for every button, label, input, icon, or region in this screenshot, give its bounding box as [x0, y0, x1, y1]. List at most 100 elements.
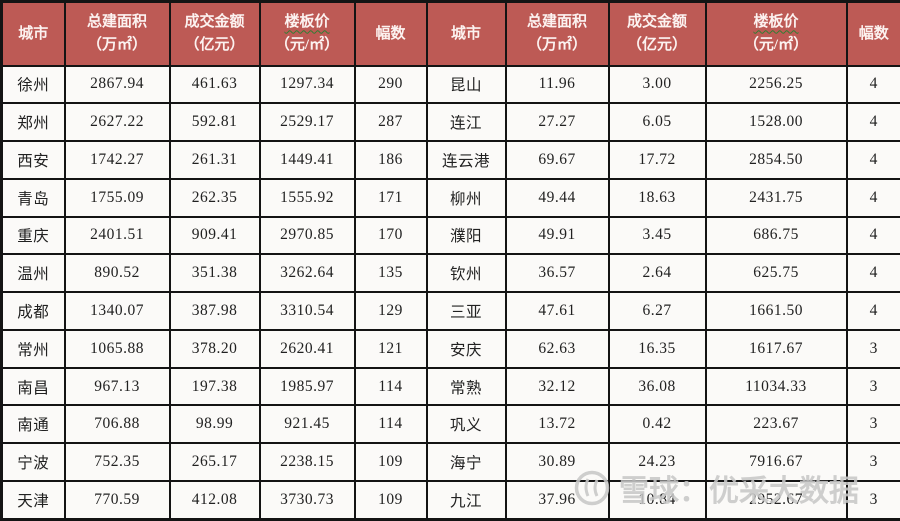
table-row: 徐州 2867.94 461.63 1297.34 290 昆山 11.96 3.00 2256…	[0, 64, 900, 105]
header-unit: （元/㎡）	[743, 36, 809, 53]
cell-area: 47.61	[504, 291, 610, 331]
cell-area: 1742.27	[63, 140, 171, 180]
cell-plots: 109	[353, 479, 428, 521]
cell-amount: 909.41	[168, 215, 261, 256]
header-label: 幅数	[375, 25, 406, 42]
cell-amount: 351.38	[168, 253, 261, 294]
cell-price: 2529.17	[258, 102, 356, 143]
cell-city: 安庆	[425, 328, 507, 369]
cell-amount: 461.63	[168, 64, 261, 105]
header-city-right: 城市	[425, 0, 507, 67]
cell-amount: 10.84	[607, 479, 707, 521]
cell-plots: 290	[353, 64, 428, 105]
table-row: 青岛 1755.09 262.35 1555.92 171 柳州 49.44 18.63 243…	[0, 177, 900, 218]
cell-amount: 3.45	[607, 215, 707, 256]
cell-city: 柳州	[425, 177, 507, 218]
cell-area: 13.72	[504, 404, 610, 445]
cell-price: 1617.67	[704, 328, 848, 369]
cell-plots: 3	[845, 328, 900, 369]
cell-area: 69.67	[504, 140, 610, 180]
cell-city: 南通	[0, 404, 66, 445]
cell-price: 223.67	[704, 404, 848, 445]
cell-price: 2854.50	[704, 140, 848, 180]
cell-amount: 36.08	[607, 366, 707, 407]
table-row: 郑州 2627.22 592.81 2529.17 287 连江 27.27 6.05 1528…	[0, 102, 900, 143]
cell-price: 11034.33	[704, 366, 848, 407]
cell-amount: 3.00	[607, 64, 707, 105]
header-label: 城市	[18, 25, 49, 42]
cell-city: 宁波	[0, 442, 66, 482]
cell-price: 625.75	[704, 253, 848, 294]
cell-amount: 412.08	[168, 479, 261, 521]
cell-plots: 4	[845, 215, 900, 256]
cell-area: 2401.51	[63, 215, 171, 256]
spellcheck-squiggle-text: 楼板价	[284, 14, 330, 31]
cell-plots: 4	[845, 291, 900, 331]
header-label: 楼板价	[708, 11, 845, 34]
cell-price: 1555.92	[258, 177, 356, 218]
header-label: 成交金额	[184, 14, 245, 31]
cell-area: 1340.07	[63, 291, 171, 331]
cell-city: 温州	[0, 253, 66, 294]
cell-price: 921.45	[258, 404, 356, 445]
cell-area: 890.52	[63, 253, 171, 294]
cell-amount: 16.35	[607, 328, 707, 369]
cell-city: 西安	[0, 140, 66, 180]
cell-city: 徐州	[0, 64, 66, 105]
cell-plots: 287	[353, 102, 428, 143]
header-plots-right: 幅数	[845, 0, 900, 67]
cell-plots: 4	[845, 177, 900, 218]
cell-plots: 3	[845, 404, 900, 445]
header-area-left: 总建面积 （万㎡）	[63, 0, 171, 67]
cell-plots: 170	[353, 215, 428, 256]
cell-city: 濮阳	[425, 215, 507, 256]
cell-city: 海宁	[425, 442, 507, 482]
cell-city: 郑州	[0, 102, 66, 143]
cell-amount: 387.98	[168, 291, 261, 331]
cell-city: 连江	[425, 102, 507, 143]
cell-area: 62.63	[504, 328, 610, 369]
header-label: 幅数	[858, 25, 889, 42]
cell-price: 3262.64	[258, 253, 356, 294]
header-price-left: 楼板价 （元/㎡）	[258, 0, 356, 67]
cell-price: 1297.34	[258, 64, 356, 105]
header-unit: （亿元）	[184, 36, 245, 53]
cell-price: 3730.73	[258, 479, 356, 521]
cell-city: 常州	[0, 328, 66, 369]
cell-area: 770.59	[63, 479, 171, 521]
cell-area: 27.27	[504, 102, 610, 143]
header-label: 成交金额	[626, 14, 687, 31]
table-row: 天津 770.59 412.08 3730.73 109 九江 37.96 10.84 2952…	[0, 479, 900, 521]
cell-city: 常熟	[425, 366, 507, 407]
cell-price: 2970.85	[258, 215, 356, 256]
cell-price: 2431.75	[704, 177, 848, 218]
cell-amount: 2.64	[607, 253, 707, 294]
cell-plots: 4	[845, 64, 900, 105]
table-row: 南昌 967.13 197.38 1985.97 114 常熟 32.12 36.08 1103…	[0, 366, 900, 407]
cell-plots: 4	[845, 102, 900, 143]
cell-city: 九江	[425, 479, 507, 521]
cell-city: 青岛	[0, 177, 66, 218]
cell-price: 3310.54	[258, 291, 356, 331]
cell-amount: 592.81	[168, 102, 261, 143]
header-plots-left: 幅数	[353, 0, 428, 67]
table-row: 南通 706.88 98.99 921.45 114 巩义 13.72 0.42 223.67 3	[0, 404, 900, 445]
cell-area: 706.88	[63, 404, 171, 445]
cell-price: 2238.15	[258, 442, 356, 482]
cell-city: 钦州	[425, 253, 507, 294]
cell-plots: 135	[353, 253, 428, 294]
header-unit: （万㎡）	[86, 36, 147, 53]
cell-price: 7916.67	[704, 442, 848, 482]
cell-price: 2620.41	[258, 328, 356, 369]
cell-city: 三亚	[425, 291, 507, 331]
cell-plots: 114	[353, 366, 428, 407]
cell-price: 1449.41	[258, 140, 356, 180]
header-label: 楼板价	[262, 11, 353, 34]
header-label: 总建面积	[86, 14, 147, 31]
cell-plots: 4	[845, 253, 900, 294]
cell-price: 2256.25	[704, 64, 848, 105]
cell-area: 11.96	[504, 64, 610, 105]
cell-amount: 262.35	[168, 177, 261, 218]
cell-area: 36.57	[504, 253, 610, 294]
